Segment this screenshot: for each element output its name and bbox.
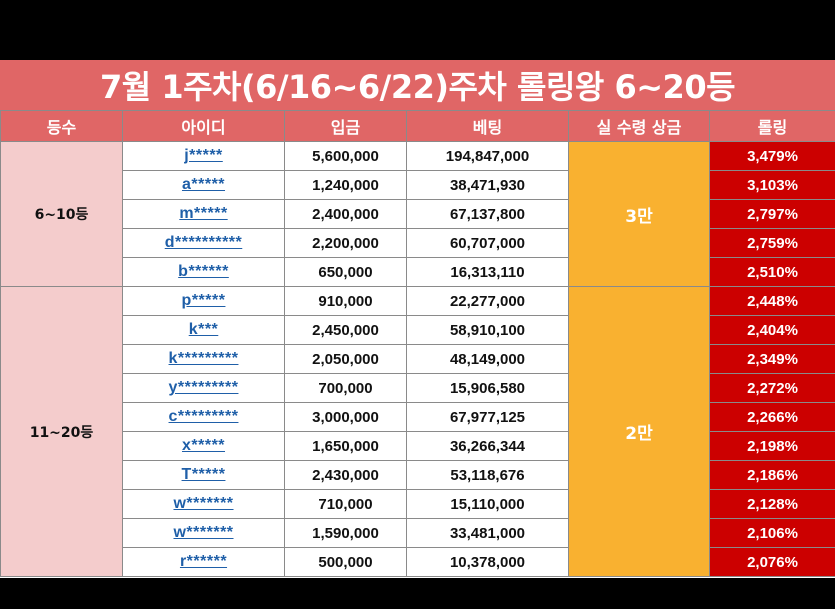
- table-row: c********* 3,000,000 67,977,125 2,266%: [1, 402, 835, 432]
- rolling-cell: 2,349%: [709, 344, 835, 374]
- rolling-cell: 2,510%: [709, 257, 835, 287]
- bet-cell: 48,149,000: [406, 344, 569, 374]
- rolling-cell: 2,266%: [709, 402, 835, 432]
- deposit-cell: 1,650,000: [284, 431, 407, 461]
- deposit-cell: 5,600,000: [284, 141, 407, 171]
- rolling-cell: 2,272%: [709, 373, 835, 403]
- deposit-cell: 710,000: [284, 489, 407, 519]
- bet-cell: 15,906,580: [406, 373, 569, 403]
- table-row: T***** 2,430,000 53,118,676 2,186%: [1, 460, 835, 490]
- prize-cell: 2만: [568, 286, 710, 577]
- table-row: k********* 2,050,000 48,149,000 2,349%: [1, 344, 835, 374]
- user-id-cell[interactable]: k*********: [122, 344, 285, 374]
- table-row: w******* 1,590,000 33,481,000 2,106%: [1, 518, 835, 548]
- deposit-cell: 2,430,000: [284, 460, 407, 490]
- prize-cell: 3만: [568, 141, 710, 287]
- table-row: m***** 2,400,000 67,137,800 2,797%: [1, 199, 835, 229]
- bet-cell: 194,847,000: [406, 141, 569, 171]
- user-id-cell[interactable]: d**********: [122, 228, 285, 258]
- header-deposit: 입금: [284, 110, 407, 142]
- bet-cell: 58,910,100: [406, 315, 569, 345]
- ranking-sheet: 7월 1주차(6/16~6/22)주차 롤링왕 6~20등 등수 아이디 입금 …: [0, 60, 835, 578]
- bet-cell: 10,378,000: [406, 547, 569, 577]
- header-rank: 등수: [0, 110, 123, 142]
- rank-group-cell: 6~10등: [0, 141, 123, 287]
- ranking-table: 등수 아이디 입금 베팅 실 수령 상금 롤링 6~10등 j***** 5,600…: [0, 110, 835, 577]
- rolling-cell: 3,479%: [709, 141, 835, 171]
- table-row: y********* 700,000 15,906,580 2,272%: [1, 373, 835, 403]
- bet-cell: 67,137,800: [406, 199, 569, 229]
- table-row: r****** 500,000 10,378,000 2,076%: [1, 547, 835, 577]
- bet-cell: 36,266,344: [406, 431, 569, 461]
- header-rolling: 롤링: [709, 110, 835, 142]
- rolling-cell: 2,448%: [709, 286, 835, 316]
- user-id-cell[interactable]: m*****: [122, 199, 285, 229]
- user-id-cell[interactable]: c*********: [122, 402, 285, 432]
- user-id-cell[interactable]: w*******: [122, 518, 285, 548]
- bet-cell: 15,110,000: [406, 489, 569, 519]
- rolling-cell: 2,198%: [709, 431, 835, 461]
- user-id-cell[interactable]: r******: [122, 547, 285, 577]
- deposit-cell: 3,000,000: [284, 402, 407, 432]
- rolling-cell: 3,103%: [709, 170, 835, 200]
- deposit-cell: 910,000: [284, 286, 407, 316]
- bet-cell: 53,118,676: [406, 460, 569, 490]
- user-id-cell[interactable]: b******: [122, 257, 285, 287]
- bet-cell: 67,977,125: [406, 402, 569, 432]
- sheet-title: 7월 1주차(6/16~6/22)주차 롤링왕 6~20등: [0, 60, 835, 110]
- deposit-cell: 2,450,000: [284, 315, 407, 345]
- rolling-cell: 2,186%: [709, 460, 835, 490]
- user-id-cell[interactable]: k***: [122, 315, 285, 345]
- header-bet: 베팅: [406, 110, 569, 142]
- user-id-cell[interactable]: j*****: [122, 141, 285, 171]
- user-id-cell[interactable]: p*****: [122, 286, 285, 316]
- table-row: w******* 710,000 15,110,000 2,128%: [1, 489, 835, 519]
- rolling-cell: 2,797%: [709, 199, 835, 229]
- bet-cell: 60,707,000: [406, 228, 569, 258]
- user-id-cell[interactable]: w*******: [122, 489, 285, 519]
- table-row: x***** 1,650,000 36,266,344 2,198%: [1, 431, 835, 461]
- user-id-cell[interactable]: y*********: [122, 373, 285, 403]
- table-row: b****** 650,000 16,313,110 2,510%: [1, 257, 835, 287]
- deposit-cell: 650,000: [284, 257, 407, 287]
- deposit-cell: 2,200,000: [284, 228, 407, 258]
- table-row: 6~10등 j***** 5,600,000 194,847,000 3만 3,479%: [0, 141, 835, 287]
- rolling-cell: 2,106%: [709, 518, 835, 548]
- user-id-cell[interactable]: T*****: [122, 460, 285, 490]
- deposit-cell: 1,590,000: [284, 518, 407, 548]
- bet-cell: 38,471,930: [406, 170, 569, 200]
- table-header: 등수 아이디 입금 베팅 실 수령 상금 롤링: [0, 110, 835, 142]
- header-prize: 실 수령 상금: [568, 110, 710, 142]
- table-row: d********** 2,200,000 60,707,000 2,759%: [1, 228, 835, 258]
- deposit-cell: 700,000: [284, 373, 407, 403]
- deposit-cell: 1,240,000: [284, 170, 407, 200]
- table-row: 11~20등 p***** 910,000 22,277,000 2만 2,448%: [0, 286, 835, 577]
- table-body: 6~10등 j***** 5,600,000 194,847,000 3만 3,479% a…: [0, 141, 835, 577]
- rank-group-cell: 11~20등: [0, 286, 123, 577]
- table-row: a***** 1,240,000 38,471,930 3,103%: [1, 170, 835, 200]
- user-id-cell[interactable]: a*****: [122, 170, 285, 200]
- header-id: 아이디: [122, 110, 285, 142]
- bet-cell: 33,481,000: [406, 518, 569, 548]
- user-id-cell[interactable]: x*****: [122, 431, 285, 461]
- rolling-cell: 2,404%: [709, 315, 835, 345]
- deposit-cell: 2,050,000: [284, 344, 407, 374]
- rolling-cell: 2,759%: [709, 228, 835, 258]
- deposit-cell: 2,400,000: [284, 199, 407, 229]
- deposit-cell: 500,000: [284, 547, 407, 577]
- rolling-cell: 2,128%: [709, 489, 835, 519]
- rolling-cell: 2,076%: [709, 547, 835, 577]
- bet-cell: 16,313,110: [406, 257, 569, 287]
- table-row: k*** 2,450,000 58,910,100 2,404%: [1, 315, 835, 345]
- bet-cell: 22,277,000: [406, 286, 569, 316]
